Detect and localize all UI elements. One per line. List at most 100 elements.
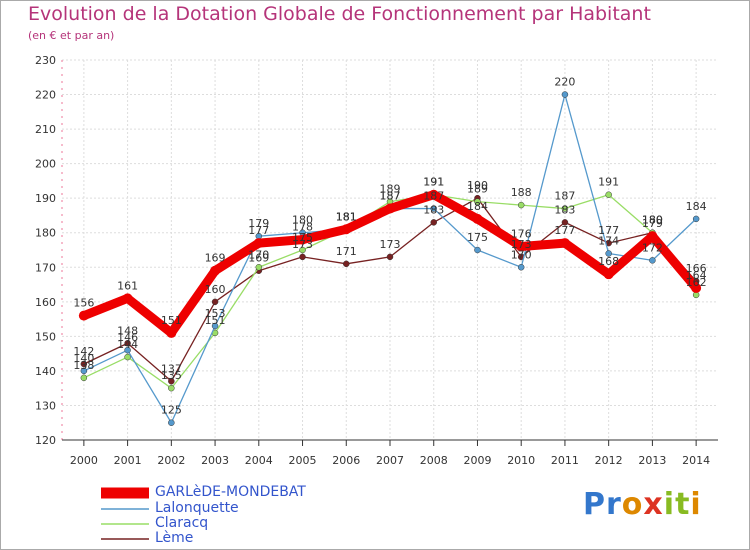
data-label-0: 184 [467, 200, 488, 213]
x-tick-label: 2005 [289, 454, 317, 467]
x-tick-label: 2007 [376, 454, 404, 467]
data-point-1 [211, 322, 219, 330]
data-label-1: 174 [598, 234, 619, 247]
data-point-0 [78, 310, 89, 321]
y-tick-label: 230 [35, 54, 56, 67]
proxiti-logo: Proxiti [583, 487, 702, 522]
chart-subtitle: (en € et par an) [28, 29, 115, 42]
data-point-0 [559, 238, 570, 249]
data-point-1 [517, 264, 525, 271]
data-label-0: 168 [598, 255, 619, 268]
data-point-2 [80, 374, 88, 382]
data-point-2 [561, 205, 569, 212]
y-tick-label: 210 [35, 123, 56, 136]
data-label-2: 187 [554, 190, 575, 203]
x-tick-label: 2010 [507, 454, 535, 467]
data-point-0 [122, 293, 133, 304]
data-point-2 [474, 198, 481, 205]
logo-letter: t [675, 487, 691, 522]
data-label-2: 180 [642, 214, 663, 227]
data-label-1: 179 [248, 217, 269, 230]
legend-label-leme: Lème [155, 530, 194, 546]
data-label-3: 173 [511, 238, 532, 251]
y-tick-label: 180 [35, 227, 56, 240]
data-point-3 [211, 298, 219, 306]
data-point-2 [517, 201, 525, 209]
x-tick-label: 2012 [595, 454, 623, 467]
data-label-0: 156 [73, 297, 94, 310]
data-point-0 [691, 283, 702, 293]
legend-entry-lalonquette: Lalonquette [100, 500, 400, 517]
data-point-0 [341, 224, 352, 235]
data-label-3: 177 [598, 224, 619, 237]
data-label-2: 162 [686, 276, 707, 289]
data-point-1 [692, 215, 700, 223]
data-label-1: 180 [292, 214, 313, 227]
data-point-0 [516, 241, 527, 252]
legend-swatch-leme [101, 538, 149, 540]
data-label-2: 135 [161, 369, 182, 382]
data-label-1: 172 [642, 241, 663, 254]
data-label-2: 188 [511, 186, 532, 199]
data-point-0 [428, 189, 439, 200]
legend-entry-leme: Lème [100, 530, 400, 547]
data-label-2: 191 [598, 176, 619, 189]
logo-letter: i [690, 487, 702, 522]
x-tick-label: 2004 [245, 454, 273, 467]
data-point-0 [253, 238, 264, 249]
data-label-2: 189 [467, 183, 488, 196]
data-label-0: 178 [292, 221, 313, 234]
data-label-0: 176 [511, 228, 532, 241]
data-point-1 [80, 367, 88, 375]
x-tick-label: 2006 [332, 454, 360, 467]
data-point-3 [430, 219, 437, 226]
legend-label-claracq: Claracq [155, 515, 209, 531]
data-point-0 [647, 231, 658, 242]
data-label-1: 181 [336, 210, 357, 223]
x-tick-label: 2001 [114, 454, 142, 467]
data-point-1 [168, 419, 175, 426]
data-label-0: 164 [686, 269, 707, 282]
data-label-0: 177 [554, 224, 575, 237]
data-point-0 [472, 213, 483, 224]
data-point-0 [210, 265, 221, 276]
data-label-0: 187 [380, 190, 401, 203]
data-label-3: 169 [248, 252, 269, 265]
y-tick-label: 160 [35, 296, 56, 309]
data-label-2: 151 [205, 314, 226, 327]
data-point-1 [124, 346, 131, 354]
chart-title: Evolution de la Dotation Globale de Fonc… [28, 3, 651, 25]
y-tick-label: 140 [35, 365, 56, 378]
data-label-2: 189 [380, 183, 401, 196]
data-label-1: 146 [117, 331, 138, 344]
data-label-2: 181 [336, 210, 357, 223]
data-point-3 [124, 340, 131, 347]
data-label-0: 151 [161, 314, 182, 327]
legend-label-lalonquette: Lalonquette [155, 500, 239, 516]
x-tick-label: 2009 [463, 454, 491, 467]
data-label-2: 170 [248, 248, 269, 261]
x-tick-label: 2008 [420, 454, 448, 467]
y-tick-label: 130 [35, 399, 56, 412]
data-label-0: 161 [117, 279, 138, 292]
data-label-1: 184 [686, 200, 707, 213]
data-point-0 [297, 234, 308, 245]
logo-letter: P [583, 487, 606, 522]
data-point-0 [166, 327, 177, 338]
logo-letter: o [621, 487, 644, 522]
data-label-1: 153 [205, 307, 226, 320]
data-label-1: 170 [511, 248, 532, 261]
data-label-3: 166 [686, 262, 707, 275]
y-tick-label: 120 [35, 434, 56, 447]
data-label-0: 179 [642, 217, 663, 230]
data-label-3: 183 [423, 203, 444, 216]
data-label-1: 187 [423, 190, 444, 203]
logo-letter: r [606, 487, 622, 522]
y-tick-label: 150 [35, 330, 56, 343]
x-tick-label: 2013 [638, 454, 666, 467]
x-tick-label: 2002 [157, 454, 185, 467]
data-label-0: 181 [336, 210, 357, 223]
data-point-2 [168, 384, 175, 392]
